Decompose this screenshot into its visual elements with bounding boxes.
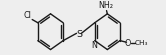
Text: CH₃: CH₃ — [134, 40, 148, 46]
Text: N: N — [91, 41, 97, 50]
Text: NH₂: NH₂ — [98, 1, 113, 10]
Text: S: S — [76, 30, 82, 39]
Text: Cl: Cl — [23, 11, 31, 20]
Text: O: O — [125, 39, 131, 48]
